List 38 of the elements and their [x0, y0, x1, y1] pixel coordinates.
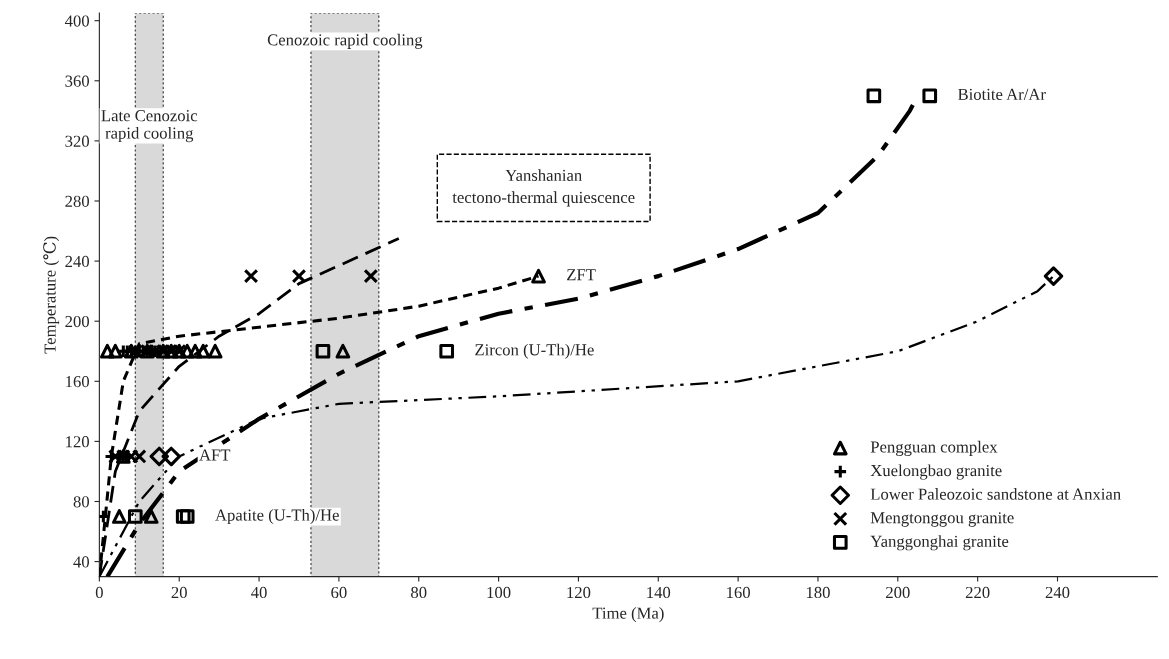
annotation: Zircon (U-Th)/He	[475, 343, 594, 359]
x-axis-title: Time (Ma)	[592, 607, 664, 623]
y-tick-label: 320	[65, 135, 90, 147]
y-tick-label: 240	[65, 255, 90, 268]
x-tick-label: 140	[647, 586, 671, 599]
legend-label: Pengguan complex	[870, 440, 998, 457]
x-tick-label: 200	[886, 586, 910, 599]
x-tick-label: 40	[251, 586, 267, 599]
x-tick-label: 0	[95, 586, 103, 599]
legend-label: Xuelongbao granite	[870, 464, 1002, 480]
y-tick-label: 40	[73, 556, 90, 568]
legend-label: Lower Paleozoic sandstone at Anxian	[870, 488, 1121, 500]
band-label: Cenozoic rapid cooling	[267, 33, 423, 49]
y-tick-label: 360	[65, 75, 90, 87]
annotation: Biotite Ar/Ar	[958, 88, 1046, 100]
y-tick-label: 400	[64, 15, 90, 27]
y-tick-label: 80	[73, 496, 90, 508]
x-tick-label: 180	[806, 586, 830, 599]
band-label: Late Cenozoic rapid cooling	[101, 110, 198, 143]
annotation: Apatite (U-Th)/He	[215, 508, 339, 525]
y-tick-label: 160	[66, 376, 90, 388]
x-tick-label: 80	[411, 586, 427, 599]
annotation: ZFT	[567, 269, 596, 281]
y-axis-title: Temperature (℃)	[43, 236, 60, 354]
legend-label: Yanggonghai granite	[870, 535, 1009, 551]
x-tick-label: 220	[965, 586, 990, 599]
x-tick-label: 60	[331, 586, 347, 599]
y-tick-label: 120	[66, 436, 90, 448]
x-tick-label: 120	[567, 586, 591, 599]
x-tick-label: 240	[1045, 586, 1070, 599]
y-tick-label: 200	[65, 315, 90, 328]
legend-label: Mengtonggou granite	[870, 512, 1014, 527]
annotation: AFT	[199, 449, 231, 461]
y-tick-label: 280	[65, 195, 90, 207]
x-tick-label: 20	[171, 586, 187, 599]
x-tick-label: 160	[727, 586, 750, 599]
annotation: Yanshanian tectono-thermal quiescence	[452, 169, 635, 207]
x-tick-label: 100	[487, 586, 511, 599]
